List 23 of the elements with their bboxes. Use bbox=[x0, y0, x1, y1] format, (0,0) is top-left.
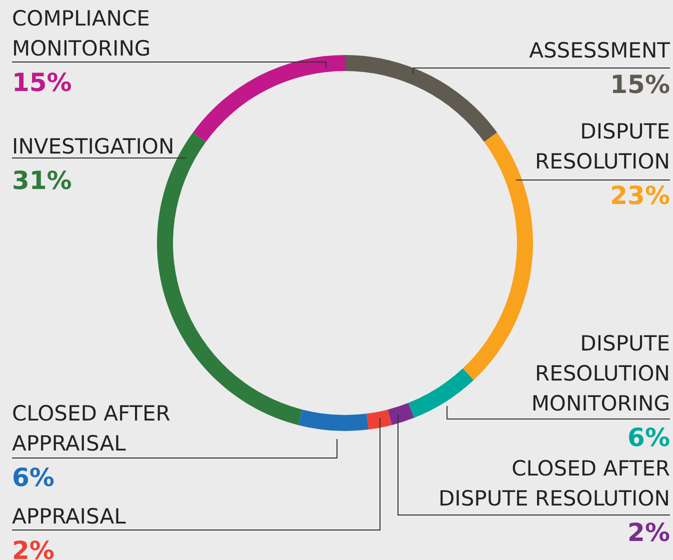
data-label: 23% bbox=[610, 180, 670, 210]
data-label: 2% bbox=[628, 518, 670, 547]
donut-slice bbox=[388, 402, 414, 426]
slice-label: APPRAISAL bbox=[12, 504, 126, 529]
slice-label: CLOSED AFTER DISPUTE RESOLUTION bbox=[438, 456, 670, 511]
donut-slice bbox=[408, 368, 474, 418]
donut-slice bbox=[298, 410, 369, 431]
slice-label: CLOSED AFTER APPRAISAL bbox=[12, 402, 170, 456]
data-label: 15% bbox=[610, 70, 670, 99]
donut-slice bbox=[192, 55, 345, 142]
data-label: 2% bbox=[12, 536, 54, 560]
data-label: 31% bbox=[12, 166, 72, 195]
donut-slice bbox=[345, 55, 498, 142]
slice-label: COMPLIANCE MONITORING bbox=[12, 6, 151, 61]
slice-label: DISPUTE RESOLUTION bbox=[534, 120, 670, 174]
data-label: 6% bbox=[628, 422, 670, 452]
data-label: 6% bbox=[12, 462, 54, 492]
slice-label: ASSESSMENT bbox=[529, 38, 670, 63]
slice-label: INVESTIGATION bbox=[12, 134, 174, 159]
donut-slice bbox=[462, 132, 533, 380]
data-label: 15% bbox=[12, 68, 72, 97]
slice-label: DISPUTE RESOLUTION MONITORING bbox=[531, 332, 670, 416]
donut-slice bbox=[366, 410, 392, 430]
